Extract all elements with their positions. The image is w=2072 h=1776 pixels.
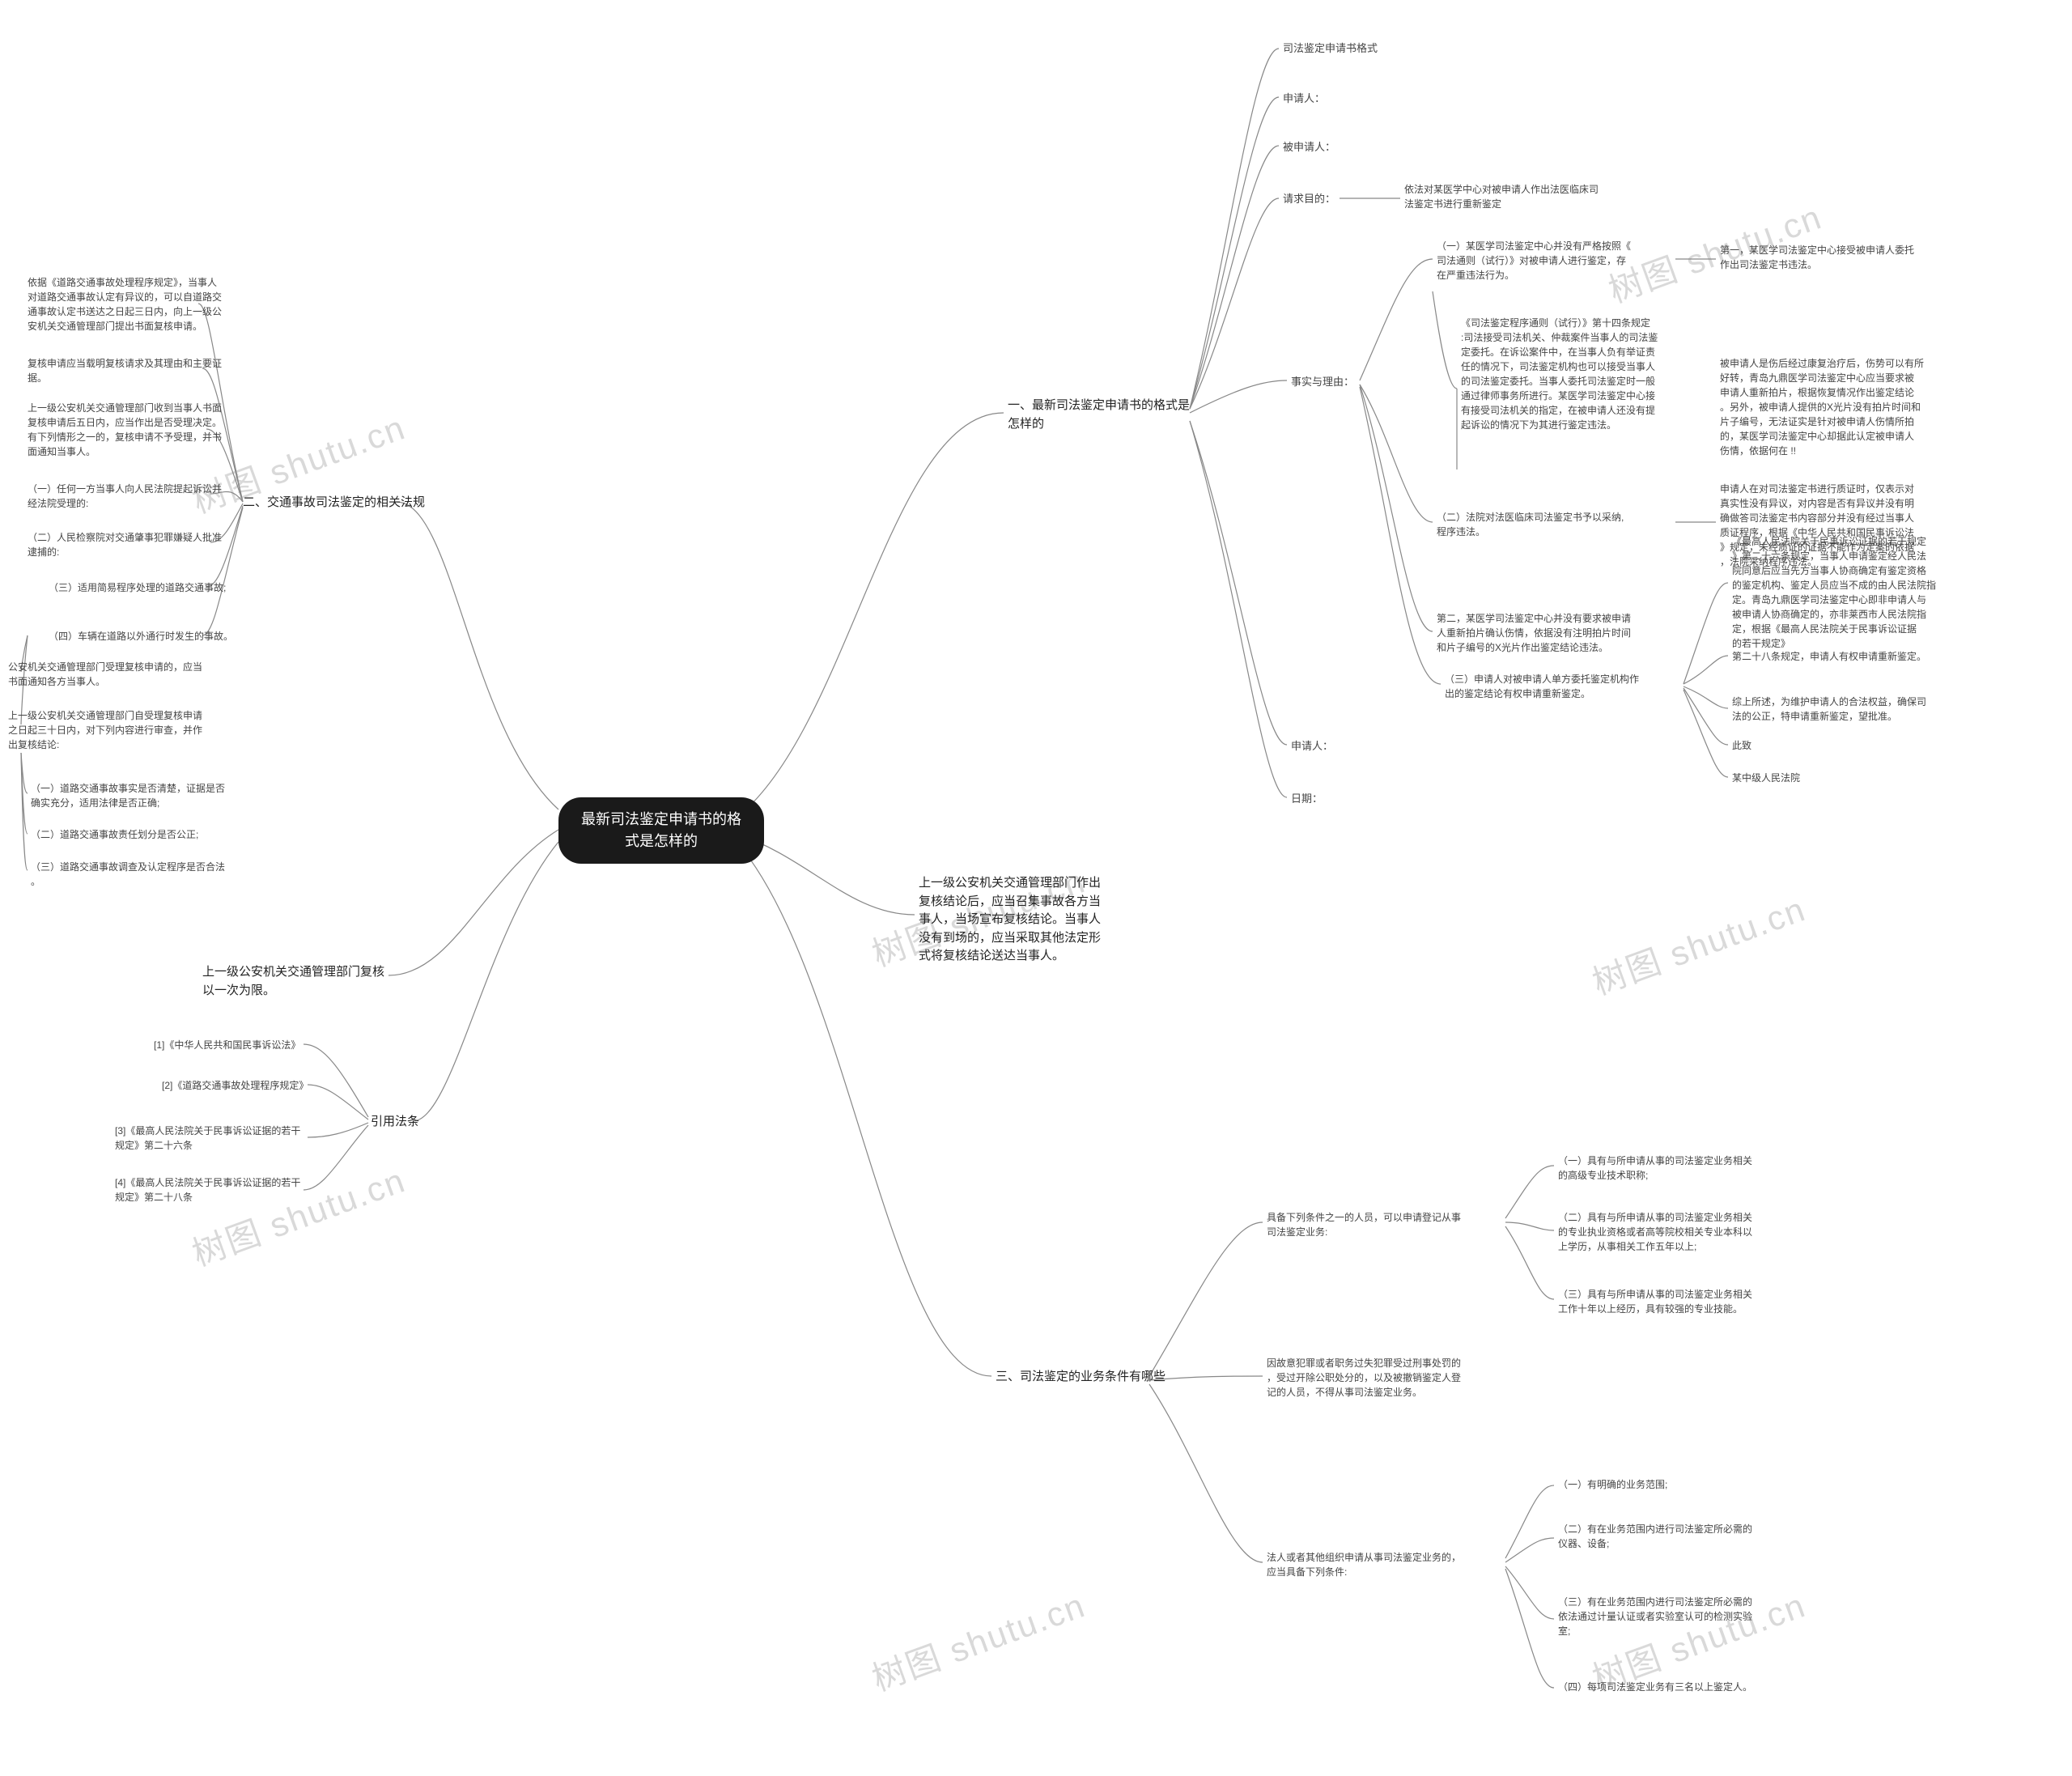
b3-s3-2: （三）有在业务范围内进行司法鉴定所必需的依法通过计量认证或者实验室认可的检测实验… [1558, 1595, 1752, 1638]
lb1-2: 上一级公安机关交通管理部门收到当事人书面复核申请后五日内，应当作出是否受理决定。… [28, 401, 222, 459]
b3-s1-1: （二）具有与所申请从事的司法鉴定业务相关的专业执业资格或者高等院校相关专业本科以… [1558, 1210, 1752, 1254]
leaf-s4-0: 《最高人民法院关于民事诉讼证据的若干规定》第二十六条规定，当事人申请鉴定经人民法… [1732, 534, 1936, 651]
b3-s3-1: （二）有在业务范围内进行司法鉴定所必需的仪器、设备; [1558, 1522, 1752, 1551]
lb1-ext1: 公安机关交通管理部门受理复核申请的，应当书面通知各方当事人。 [8, 660, 202, 689]
leaf-facts-1: （一）某医学司法鉴定中心并没有严格按照《司法通则（试行）》对被申请人进行鉴定，存… [1437, 239, 1631, 283]
watermark: 树图 shutu.cn [864, 1578, 1092, 1702]
b3-s2: 因故意犯罪或者职务过失犯罪受过刑事处罚的，受过开除公职处分的，以及被撤销鉴定人登… [1267, 1356, 1461, 1400]
b3-s1: 具备下列条件之一的人员，可以申请登记从事司法鉴定业务: [1267, 1210, 1461, 1239]
lb1-ext3-0: （一）道路交通事故事实是否清楚，证据是否确实充分，适用法律是否正确; [31, 781, 225, 810]
leaf-s4-3: 综上所述，为维护申请人的合法权益，确保司法的公正，特申请重新鉴定，望批准。 [1732, 695, 1926, 724]
lb1-1: 复核申请应当载明复核请求及其理由和主要证据。 [28, 356, 222, 385]
cite-2: [3]《最高人民法院关于民事诉讼证据的若干规定》第二十六条 [115, 1124, 300, 1153]
leaf-facts-4: （三）申请人对被申请人单方委托鉴定机构作出的鉴定结论有权申请重新鉴定。 [1445, 672, 1639, 701]
branch-section-1: 一、最新司法鉴定申请书的格式是怎样的 [1008, 397, 1190, 433]
branch-section-3: 三、司法鉴定的业务条件有哪些 [996, 1368, 1166, 1387]
b3-s3: 法人或者其他组织申请从事司法鉴定业务的，应当具备下列条件: [1267, 1550, 1461, 1579]
branch-citations: 引用法条 [371, 1113, 419, 1132]
leaf-facts-1-sub: 第一，某医学司法鉴定中心接受被申请人委托作出司法鉴定书违法。 [1720, 243, 1914, 272]
b3-s1-0: （一）具有与所申请从事的司法鉴定业务相关的高级专业技术职称; [1558, 1154, 1752, 1183]
lb1-5: （三）适用简易程序处理的道路交通事故; [49, 580, 226, 595]
lb1-0: 依据《道路交通事故处理程序规定》，当事人对道路交通事故认定有异议的，可以自道路交… [28, 275, 222, 334]
lb1-4: （二）人民检察院对交通肇事犯罪嫌疑人批准逮捕的: [28, 530, 222, 559]
leaf-respondent: 被申请人： [1283, 139, 1335, 155]
b3-s3-0: （一）有明确的业务范围; [1558, 1477, 1667, 1492]
leaf-facts-1-sub2: 《司法鉴定程序通则（试行）》第十四条规定:司法接受司法机关、仲裁案件当事人的司法… [1461, 316, 1658, 432]
leaf-facts-3: 第二，某医学司法鉴定中心并没有要求被申请人重新拍片确认伤情，依据没有注明拍片时间… [1437, 611, 1631, 655]
leaf-s4-5: 某中级人民法院 [1732, 771, 1800, 785]
branch-para: 上一级公安机关交通管理部门作出复核结论后，应当召集事故各方当事人，当场宣布复核结… [919, 874, 1101, 966]
leaf-facts: 事实与理由： [1291, 374, 1354, 390]
lb1-6: （四）车辆在道路以外通行时发生的事故。 [49, 629, 233, 644]
leaf-applicant: 申请人： [1283, 91, 1325, 107]
center-node: 最新司法鉴定申请书的格式是怎样的 [558, 797, 764, 864]
leaf-date: 日期： [1291, 791, 1323, 807]
leaf-applicant2: 申请人： [1291, 738, 1333, 754]
lb1-ext3-1: （二）道路交通事故责任划分是否公正; [31, 827, 198, 842]
b3-s1-2: （三）具有与所申请从事的司法鉴定业务相关工作十年以上经历，具有较强的专业技能。 [1558, 1287, 1752, 1316]
cite-0: [1]《中华人民共和国民事诉讼法》 [154, 1038, 300, 1052]
leaf-format: 司法鉴定申请书格式 [1283, 40, 1378, 57]
lb1-3: （一）任何一方当事人向人民法院提起诉讼并经法院受理的: [28, 482, 222, 511]
b3-s3-3: （四）每项司法鉴定业务有三名以上鉴定人。 [1558, 1680, 1752, 1694]
leaf-facts-2: （二）法院对法医临床司法鉴定书予以采纳,程序违法。 [1437, 510, 1624, 539]
leaf-s4-4: 此致 [1732, 738, 1751, 753]
cite-1: [2]《道路交通事故处理程序规定》 [162, 1078, 308, 1093]
cite-3: [4]《最高人民法院关于民事诉讼证据的若干规定》第二十八条 [115, 1175, 300, 1205]
branch-section-2: 二、交通事故司法鉴定的相关法规 [243, 494, 425, 512]
watermark: 树图 shutu.cn [185, 1154, 412, 1277]
leaf-facts-1-sub3: 被申请人是伤后经过康复治疗后，伤势可以有所好转，青岛九鼎医学司法鉴定中心应当要求… [1720, 356, 1924, 458]
lb1-ext3-2: （三）道路交通事故调查及认定程序是否合法。 [31, 860, 225, 889]
leaf-purpose-text: 依法对某医学中心对被申请人作出法医临床司法鉴定书进行重新鉴定 [1404, 182, 1599, 211]
leaf-purpose: 请求目的： [1283, 191, 1335, 207]
leaf-s4-1: 第二十八条规定，申请人有权申请重新鉴定。 [1732, 649, 1926, 664]
lb1-ext2: 上一级公安机关交通管理部门自受理复核申请之日起三十日内，对下列内容进行审查，并作… [8, 708, 202, 752]
branch-para-left: 上一级公安机关交通管理部门复核以一次为限。 [202, 963, 384, 1000]
watermark: 树图 shutu.cn [1585, 882, 1812, 1005]
